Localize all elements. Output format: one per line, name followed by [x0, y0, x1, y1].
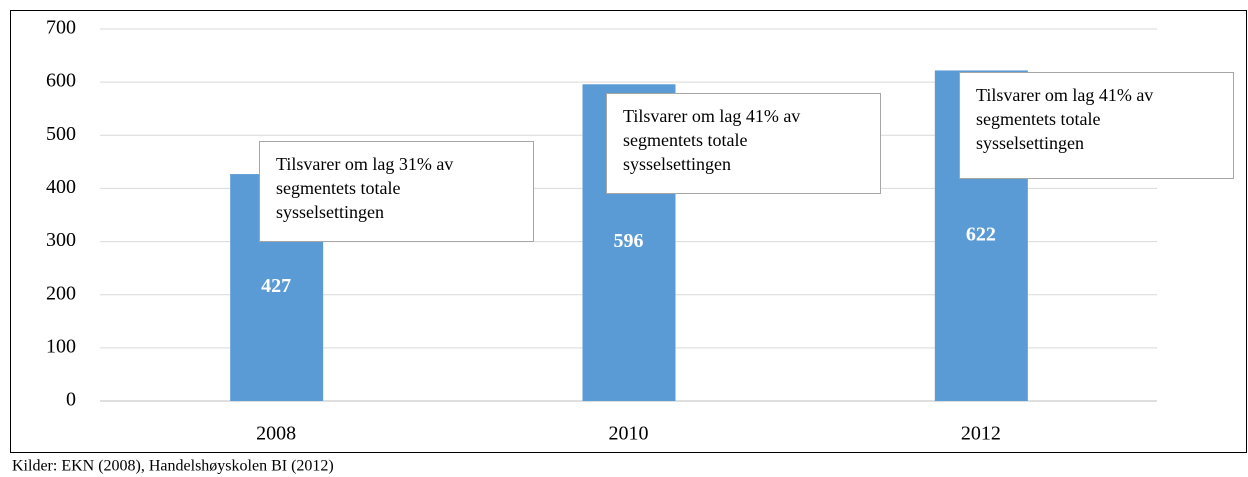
data-label: 596: [614, 230, 644, 252]
y-tick-label: 300: [46, 229, 76, 251]
annotation-text: sysselsettingen: [276, 202, 384, 222]
x-tick-label: 2008: [256, 423, 296, 445]
data-label: 622: [966, 223, 996, 245]
y-tick-label: 0: [66, 389, 76, 411]
y-tick-label: 400: [46, 176, 76, 198]
y-tick-label: 500: [46, 123, 76, 145]
y-tick-label: 200: [46, 282, 76, 304]
source-note: Kilder: EKN (2008), Handelshøyskolen BI …: [12, 458, 334, 475]
annotation-text: sysselsettingen: [623, 154, 731, 174]
chart-frame: [10, 10, 1247, 453]
annotation-text: sysselsettingen: [976, 133, 1084, 153]
annotation-text: segmentets totale: [623, 130, 747, 150]
annotation-text: segmentets totale: [276, 178, 400, 198]
data-label: 427: [261, 275, 291, 297]
annotation-text: Tilsvarer om lag 41% av: [623, 106, 800, 126]
x-tick-label: 2010: [609, 423, 649, 445]
annotation-box: [959, 72, 1234, 179]
y-tick-label: 600: [46, 70, 76, 92]
x-tick-label: 2012: [961, 423, 1001, 445]
annotation-text: Tilsvarer om lag 31% av: [276, 154, 453, 174]
y-tick-label: 100: [46, 335, 76, 357]
annotation-box: [259, 141, 534, 242]
annotation-text: segmentets totale: [976, 109, 1100, 129]
y-tick-label: 700: [46, 17, 76, 39]
annotation-box: [606, 93, 881, 194]
annotation-text: Tilsvarer om lag 41% av: [976, 85, 1153, 105]
